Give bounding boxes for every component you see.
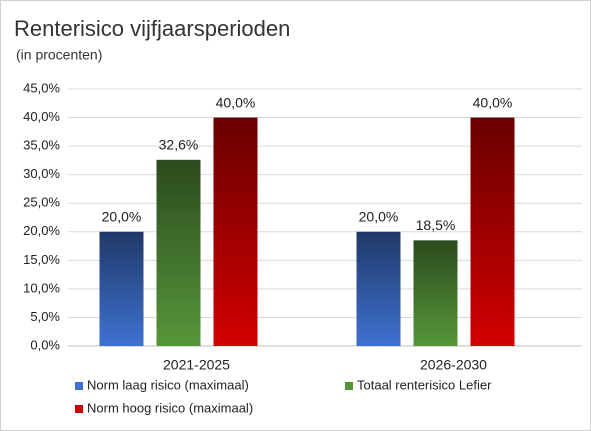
y-tick-label: 20,0% bbox=[23, 223, 60, 238]
x-tick-label: 2026-2030 bbox=[420, 357, 487, 373]
y-tick-label: 5,0% bbox=[30, 309, 60, 324]
y-tick-label: 0,0% bbox=[30, 337, 60, 352]
y-tick-label: 40,0% bbox=[23, 109, 60, 124]
bar bbox=[413, 240, 458, 346]
x-tick-label: 2021-2025 bbox=[163, 357, 230, 373]
data-label: 18,5% bbox=[416, 217, 456, 233]
y-tick-label: 25,0% bbox=[23, 195, 60, 210]
chart-subtitle: (in procenten) bbox=[16, 47, 102, 63]
data-label: 20,0% bbox=[359, 208, 399, 224]
legend-marker bbox=[75, 382, 83, 390]
bar bbox=[356, 231, 401, 346]
legend-label: Totaal renterisico Lefier bbox=[357, 377, 492, 392]
y-tick-label: 30,0% bbox=[23, 166, 60, 181]
data-label: 32,6% bbox=[159, 137, 199, 153]
data-label: 40,0% bbox=[216, 94, 256, 110]
bar bbox=[99, 231, 144, 346]
data-label: 20,0% bbox=[102, 208, 142, 224]
legend-marker bbox=[345, 382, 353, 390]
y-tick-label: 35,0% bbox=[23, 138, 60, 153]
chart-title: Renterisico vijfjaarsperioden bbox=[14, 16, 290, 41]
y-tick-label: 15,0% bbox=[23, 252, 60, 267]
y-tick-label: 10,0% bbox=[23, 280, 60, 295]
legend-label: Norm hoog risico (maximaal) bbox=[87, 400, 253, 415]
bar bbox=[213, 117, 258, 346]
legend-marker bbox=[75, 405, 83, 413]
bar bbox=[156, 159, 201, 346]
data-label: 40,0% bbox=[473, 94, 513, 110]
bar bbox=[470, 117, 515, 346]
y-tick-label: 45,0% bbox=[23, 80, 60, 95]
legend-label: Norm laag risico (maximaal) bbox=[87, 377, 249, 392]
